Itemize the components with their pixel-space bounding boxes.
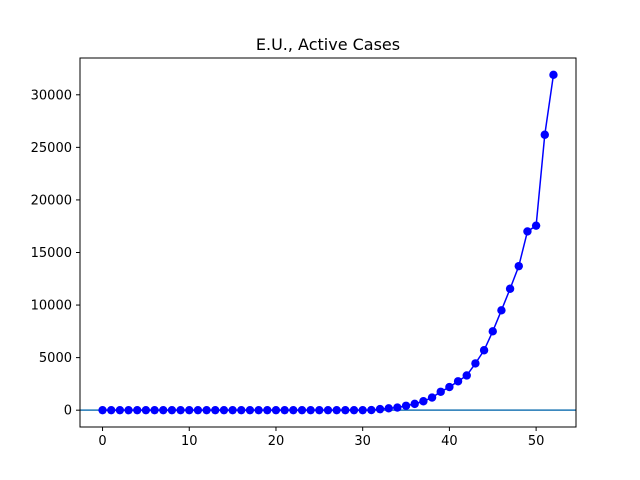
data-point (488, 327, 497, 336)
data-point (289, 405, 298, 415)
x-tick-label: 0 (98, 434, 106, 449)
data-point (375, 404, 385, 414)
data-point (540, 130, 549, 139)
data-point (479, 346, 489, 355)
data-point (263, 405, 272, 415)
data-point (280, 405, 289, 415)
data-point (410, 399, 419, 409)
data-point (497, 306, 506, 315)
data-point (349, 405, 359, 415)
data-point (523, 227, 532, 236)
data-point (124, 405, 133, 415)
y-tick-label: 0 (64, 404, 72, 419)
data-point (167, 405, 177, 415)
data-point (193, 405, 203, 415)
data-point (436, 387, 445, 396)
data-point (306, 405, 315, 415)
data-point (141, 405, 151, 415)
data-point (445, 382, 454, 392)
data-point (176, 405, 185, 415)
data-point (514, 261, 523, 271)
data-point (367, 405, 376, 415)
plot-area (80, 70, 576, 415)
chart-title: E.U., Active Cases (256, 35, 400, 54)
data-point (471, 359, 480, 368)
data-point (401, 401, 411, 410)
y-tick-label: 15000 (31, 246, 72, 261)
data-point (505, 284, 515, 293)
data-point (419, 397, 428, 406)
data-point (98, 405, 107, 415)
data-point (462, 371, 471, 380)
data-point (323, 405, 333, 415)
data-point (453, 377, 463, 386)
data-point (211, 405, 220, 415)
data-point (384, 404, 393, 413)
data-point (115, 405, 125, 415)
data-point (107, 405, 116, 415)
x-tick-label: 40 (441, 434, 458, 449)
x-tick-label: 50 (528, 434, 545, 449)
data-point (159, 405, 168, 415)
y-tick-label: 30000 (31, 88, 72, 103)
data-point (202, 405, 211, 415)
data-point (315, 405, 324, 415)
data-point (237, 405, 246, 415)
y-tick-label: 10000 (31, 299, 72, 314)
axis-ticks: 0 10 20 30 40 50 0 5000 10000 15000 20000 25000 3000… (31, 88, 545, 449)
y-tick-label: 25000 (31, 141, 72, 156)
data-point (297, 405, 307, 415)
data-point (549, 70, 558, 80)
data-point (341, 405, 350, 415)
data-point (358, 405, 367, 415)
data-point (531, 221, 541, 230)
data-point (393, 403, 402, 412)
y-tick-label: 20000 (31, 193, 72, 208)
x-tick-label: 20 (268, 434, 285, 449)
x-tick-label: 10 (181, 434, 198, 449)
data-point (332, 405, 341, 415)
data-point (219, 405, 229, 415)
data-point (427, 393, 437, 402)
axes-frame (79, 57, 577, 428)
data-point (150, 405, 159, 415)
x-tick-label: 30 (354, 434, 371, 449)
data-point (228, 405, 237, 415)
series-line (102, 74, 555, 411)
data-point (271, 405, 281, 415)
y-tick-label: 5000 (39, 351, 72, 366)
data-point (185, 405, 194, 415)
data-point (133, 405, 142, 415)
data-point (254, 405, 263, 415)
data-point (245, 405, 255, 415)
